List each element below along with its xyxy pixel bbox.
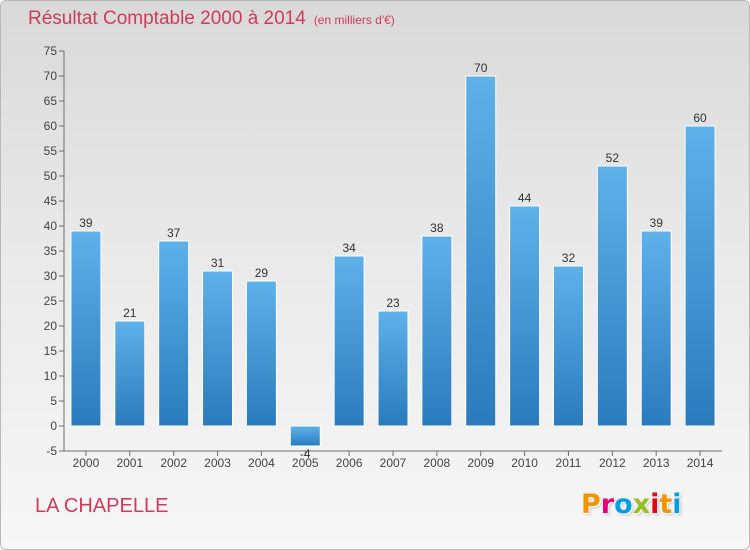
axis-layer: -5 0 5 10 15 20 25 30 35 40 45 50 55 60 65 70 75 2000 2001… — [44, 44, 722, 470]
data-label-2010: 44 — [518, 191, 532, 205]
x-tick-label: 2007 — [380, 456, 407, 470]
bar-2005 — [289, 425, 321, 447]
x-tick-label: 2011 — [556, 456, 582, 470]
data-label-layer: 39 21 37 31 29 -4 34 23 38 70 44 32 52 39 60 — [79, 61, 707, 461]
commune-name: LA CHAPELLE — [35, 495, 169, 517]
x-tick-label: 2012 — [599, 456, 626, 470]
x-tick-label: 2006 — [336, 456, 363, 470]
x-tick-label: 2001 — [116, 456, 143, 470]
logo-letter: r — [600, 489, 615, 520]
data-label-2003: 31 — [211, 256, 225, 270]
logo-letter: P — [581, 489, 601, 520]
bar-2014 — [684, 125, 716, 427]
data-label-2001: 21 — [123, 306, 137, 320]
x-tick-label: 2005 — [292, 456, 319, 470]
y-tick-label: 40 — [44, 219, 58, 233]
bar-2012 — [596, 165, 628, 427]
data-label-2014: 60 — [693, 111, 707, 125]
bar-2010 — [509, 205, 541, 427]
logo-letter: i — [672, 489, 682, 520]
y-tick-label: 50 — [44, 169, 58, 183]
proxiti-logo[interactable]: Proxiti — [581, 489, 682, 520]
chart-title: Résultat Comptable 2000 à 2014 — [28, 8, 306, 29]
y-tick-label: -5 — [46, 444, 57, 458]
y-tick-label: 30 — [44, 269, 58, 283]
x-tick-label: 2010 — [511, 456, 538, 470]
logo-letter: i — [650, 489, 660, 520]
bar-2008 — [421, 235, 453, 427]
bar-2004 — [245, 280, 277, 427]
y-tick-label: 5 — [50, 394, 57, 408]
y-tick-label: 20 — [44, 319, 58, 333]
y-tick-label: 35 — [44, 244, 58, 258]
data-label-2008: 38 — [430, 221, 444, 235]
bar-2006 — [333, 255, 365, 427]
x-tick-label: 2004 — [248, 456, 275, 470]
y-tick-label: 70 — [44, 69, 58, 83]
data-label-2006: 34 — [342, 241, 356, 255]
data-label-2002: 37 — [167, 226, 181, 240]
y-tick-label: 0 — [50, 419, 57, 433]
title-row: Résultat Comptable 2000 à 2014 (en millie… — [28, 8, 395, 30]
y-tick-label: 10 — [44, 369, 58, 383]
y-tick-label: 60 — [44, 119, 58, 133]
data-label-2007: 23 — [386, 296, 400, 310]
x-tick-label: 2000 — [73, 456, 100, 470]
data-label-2011: 32 — [562, 251, 576, 265]
y-tick-label: 65 — [44, 94, 58, 108]
x-tick-label: 2014 — [687, 456, 714, 470]
y-tick-label: 45 — [44, 194, 58, 208]
data-label-2009: 70 — [474, 61, 488, 75]
logo-letter: o — [614, 489, 633, 520]
x-tick-label: 2013 — [643, 456, 670, 470]
x-tick-label: 2008 — [424, 456, 451, 470]
x-tick-label: 2003 — [204, 456, 231, 470]
data-label-2004: 29 — [255, 266, 269, 280]
bar-2009 — [465, 75, 497, 427]
bar-2001 — [114, 320, 146, 427]
y-tick-label: 25 — [44, 294, 58, 308]
bar-2011 — [552, 265, 584, 427]
bar-2013 — [640, 230, 672, 427]
data-label-2013: 39 — [650, 216, 664, 230]
data-label-2012: 52 — [606, 151, 620, 165]
logo-letter: x — [632, 489, 651, 520]
x-tick-label: 2009 — [467, 456, 494, 470]
data-label-2005: -4 — [300, 447, 311, 461]
bar-2007 — [377, 310, 409, 427]
data-label-2000: 39 — [79, 216, 93, 230]
y-tick-label: 75 — [44, 44, 58, 58]
y-tick-label: 55 — [44, 144, 58, 158]
logo-letter: t — [659, 489, 673, 520]
bar-2003 — [202, 270, 234, 427]
bar-2002 — [158, 240, 190, 427]
chart-subtitle: (en milliers d'€) — [313, 13, 395, 27]
bar-2000 — [70, 230, 102, 427]
bar-layer — [70, 75, 716, 447]
y-tick-label: 15 — [44, 344, 58, 358]
x-tick-label: 2002 — [160, 456, 187, 470]
